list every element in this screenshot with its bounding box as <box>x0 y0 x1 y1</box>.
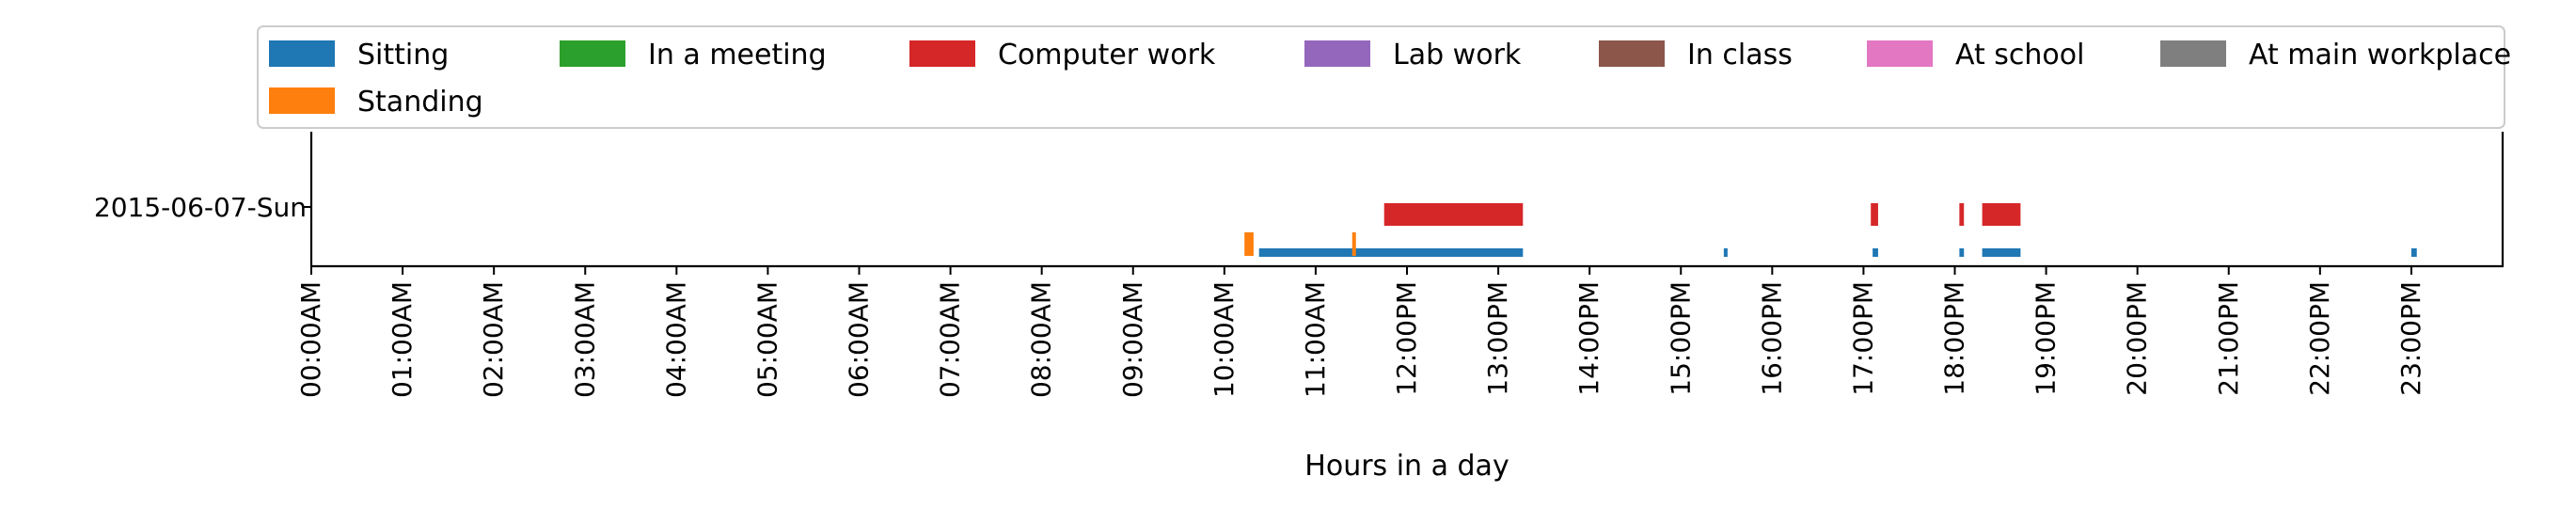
bar-computer-work <box>1959 203 1965 226</box>
x-tick-label: 11:00AM <box>1300 281 1331 398</box>
x-tick-label: 21:00PM <box>2213 281 2244 396</box>
date-row-label: 2015-06-07-Sun <box>94 192 307 223</box>
x-tick-label: 17:00PM <box>1847 281 1878 396</box>
x-axis-ticks: 00:00AM 01:00AM 02:00AM 03:00AM 04:00AM 05:00… <box>295 266 2426 398</box>
legend-frame <box>257 25 2505 129</box>
x-tick-label: 06:00AM <box>844 281 875 398</box>
plot-area <box>304 132 2505 268</box>
bar-sitting <box>1873 248 1878 257</box>
bar-sitting <box>1982 248 2021 257</box>
legend-swatch-at-school <box>1867 40 1933 67</box>
x-axis-label: Hours in a day <box>1304 450 1509 483</box>
legend-label-computer-work: Computer work <box>998 39 1216 71</box>
legend-label-sitting: Sitting <box>357 39 449 71</box>
x-tick-label: 14:00PM <box>1573 281 1604 396</box>
x-tick-label: 01:00AM <box>387 281 418 398</box>
x-tick-label: 07:00AM <box>935 281 966 398</box>
legend-swatch-sitting <box>269 40 335 67</box>
legend-swatch-at-main-workplace <box>2160 40 2226 67</box>
bar-computer-work <box>1982 203 2021 226</box>
legend: Sitting In a meeting Computer work Lab work… <box>257 25 2511 129</box>
x-tick-label: 23:00PM <box>2395 281 2426 396</box>
x-tick-label: 19:00PM <box>2031 281 2062 396</box>
x-tick-label: 02:00AM <box>478 281 509 398</box>
x-tick-label: 04:00AM <box>660 281 691 398</box>
legend-swatch-standing <box>269 87 335 114</box>
bar-computer-work <box>1383 203 1524 226</box>
legend-swatch-in-class <box>1599 40 1665 67</box>
x-tick-label: 15:00PM <box>1665 281 1696 396</box>
legend-swatch-in-a-meeting <box>560 40 625 67</box>
x-tick-label: 00:00AM <box>295 281 326 398</box>
x-tick-label: 18:00PM <box>1939 281 1970 396</box>
legend-label-standing: Standing <box>357 86 483 119</box>
x-tick-label: 05:00AM <box>751 281 782 398</box>
x-tick-label: 03:00AM <box>569 281 600 398</box>
x-tick-label: 16:00PM <box>1756 281 1787 396</box>
x-tick-label: 10:00AM <box>1209 281 1240 398</box>
legend-swatch-computer-work <box>909 40 975 67</box>
x-tick-label: 13:00PM <box>1482 281 1513 396</box>
x-tick-label: 12:00PM <box>1391 281 1422 396</box>
bar-standing <box>1244 232 1254 256</box>
bar-standing <box>1351 232 1356 256</box>
legend-label-in-a-meeting: In a meeting <box>648 39 827 71</box>
bar-sitting <box>2410 248 2417 257</box>
legend-label-lab-work: Lab work <box>1393 39 1522 71</box>
activity-bars <box>1244 203 2417 257</box>
legend-label-at-school: At school <box>1955 39 2084 71</box>
x-tick-label: 08:00AM <box>1026 281 1057 398</box>
x-tick-label: 22:00PM <box>2304 281 2335 396</box>
bar-sitting <box>1258 248 1524 257</box>
bar-sitting <box>1723 248 1728 257</box>
x-tick-label: 09:00AM <box>1117 281 1148 398</box>
legend-label-at-main-workplace: At main workplace <box>2249 39 2511 71</box>
x-tick-label: 20:00PM <box>2122 281 2153 396</box>
bar-computer-work <box>1871 203 1878 226</box>
bar-sitting <box>1959 248 1965 257</box>
legend-swatch-lab-work <box>1304 40 1370 67</box>
legend-label-in-class: In class <box>1687 39 1793 71</box>
